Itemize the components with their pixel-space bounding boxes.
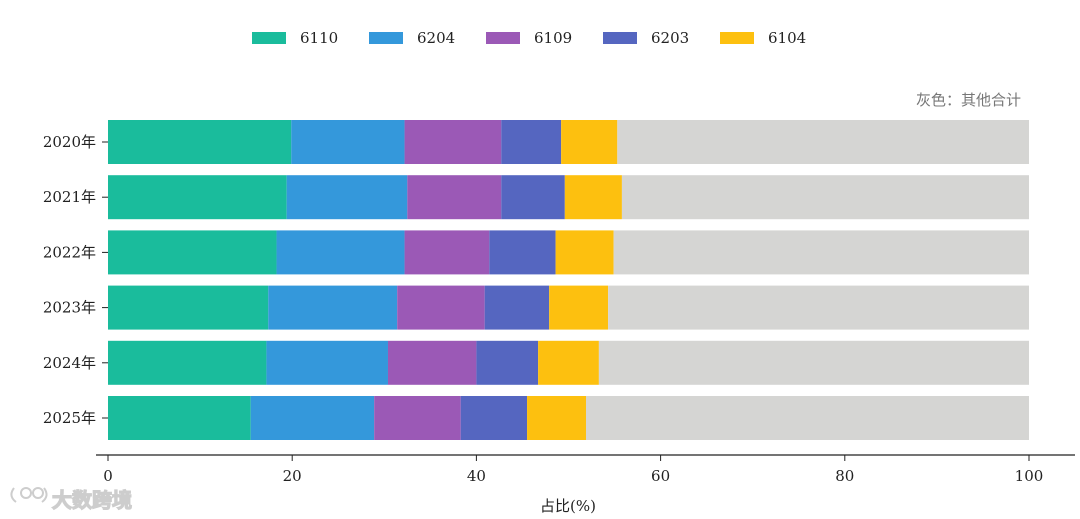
bars-group (108, 120, 1029, 440)
bar-6204-2020年 (291, 120, 405, 164)
legend-swatch (252, 32, 286, 44)
legend-item-6204: 6204 (369, 29, 455, 47)
bar-other-2020年 (617, 120, 1029, 164)
x-tick-label: 20 (283, 467, 302, 485)
bar-6104-2022年 (555, 230, 614, 275)
bar-other-2023年 (608, 285, 1029, 330)
y-axis: 2020年 2021年 2022年 2023年 2024年 2025年 (43, 133, 108, 427)
bar-other-2025年 (585, 396, 1029, 440)
x-axis: 0 20 40 60 80 100 (96, 454, 1075, 485)
bar-6110-2020年 (108, 120, 292, 164)
bar-6110-2024年 (108, 340, 267, 385)
bar-6104-2024年 (538, 340, 599, 385)
legend-item-6110: 6110 (252, 29, 338, 47)
x-tick-label: 80 (835, 467, 854, 485)
bar-6204-2022年 (276, 230, 405, 275)
y-tick-label: 2022年 (43, 243, 96, 261)
y-tick-label: 2024年 (43, 354, 96, 372)
bar-6204-2023年 (268, 285, 398, 330)
bar-6104-2020年 (561, 120, 618, 164)
bar-6110-2023年 (108, 285, 269, 330)
legend-swatch (486, 32, 520, 44)
x-tick-label: 60 (651, 467, 670, 485)
legend-swatch (720, 32, 754, 44)
legend-label: 6110 (300, 29, 338, 47)
legend-swatch (369, 32, 403, 44)
legend-swatch (603, 32, 637, 44)
bar-other-2024年 (598, 340, 1029, 385)
legend-label: 6104 (768, 29, 806, 47)
y-tick-label: 2021年 (43, 188, 96, 206)
watermark: 大数跨境 (10, 487, 133, 513)
bar-6104-2021年 (564, 175, 622, 220)
chart-legend: 6110 6204 6109 6203 6104 (252, 29, 806, 47)
bar-6204-2021年 (286, 175, 408, 220)
bar-6110-2021年 (108, 175, 287, 220)
bar-6110-2025年 (108, 396, 251, 440)
gray-note-annotation: 灰色：其他合计 (916, 91, 1021, 109)
bar-6203-2024年 (476, 340, 539, 385)
bar-6110-2022年 (108, 230, 277, 275)
bar-6104-2025年 (527, 396, 586, 440)
y-tick-label: 2025年 (43, 409, 96, 427)
bar-6204-2024年 (266, 340, 388, 385)
legend-item-6109: 6109 (486, 29, 572, 47)
bar-6109-2020年 (404, 120, 502, 164)
bar-6109-2023年 (397, 285, 485, 330)
y-tick-label: 2023年 (43, 299, 96, 317)
bar-6109-2024年 (387, 340, 477, 385)
bar-6109-2025年 (374, 396, 461, 440)
x-tick-label: 0 (103, 467, 113, 485)
bar-other-2021年 (621, 175, 1029, 220)
x-tick-label: 40 (467, 467, 486, 485)
bar-other-2022年 (613, 230, 1029, 275)
bar-6109-2022年 (404, 230, 490, 275)
legend-item-6104: 6104 (720, 29, 806, 47)
bar-6203-2025年 (460, 396, 528, 440)
y-tick-label: 2020年 (43, 133, 96, 151)
bar-6109-2021年 (407, 175, 502, 220)
watermark-text: 大数跨境 (52, 488, 132, 512)
bar-6204-2025年 (250, 396, 375, 440)
watermark-logo-icon (10, 487, 48, 503)
bar-6203-2021年 (501, 175, 565, 220)
x-axis-label: 占比(%) (540, 497, 596, 515)
x-tick-label: 100 (1015, 467, 1044, 485)
bar-6104-2023年 (549, 285, 609, 330)
bar-6203-2023年 (484, 285, 550, 330)
bar-6203-2020年 (501, 120, 562, 164)
legend-label: 6203 (651, 29, 689, 47)
legend-label: 6109 (534, 29, 572, 47)
bar-6203-2022年 (489, 230, 556, 275)
legend-item-6203: 6203 (603, 29, 689, 47)
legend-label: 6204 (417, 29, 455, 47)
